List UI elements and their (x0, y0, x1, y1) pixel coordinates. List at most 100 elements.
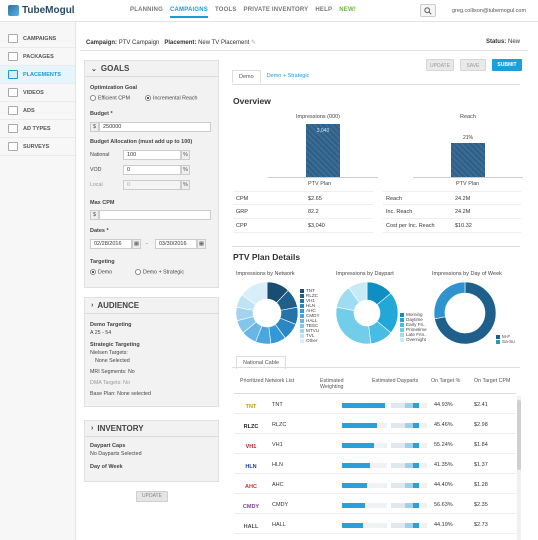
sidebar-item-packages[interactable]: PACKAGES (0, 48, 75, 66)
metric-reach-value: 24.2M (455, 196, 471, 202)
network-logo: VH1 (245, 444, 257, 450)
tab-national-cable[interactable]: National Cable (236, 356, 287, 369)
breadcrumb: Campaign: PTV Campaign Placement: New TV… (86, 39, 256, 46)
legend-label: Late Frin.. (406, 332, 427, 337)
sidebar-item-placements[interactable]: PLACEMENTS (0, 66, 75, 84)
inventory-header[interactable]: › INVENTORY (85, 421, 218, 437)
table-row[interactable]: VH1 VH1 55.24% $1.84 (234, 436, 516, 454)
legend-swatch (300, 323, 304, 328)
column-header[interactable]: Estimated Weighting (320, 378, 344, 390)
sidebar-item-ad-types[interactable]: AD TYPES (0, 120, 75, 138)
tab-demo[interactable]: Demo (232, 70, 261, 83)
tubemogul-logo[interactable]: TubeMogul (8, 5, 75, 16)
save-button[interactable]: SAVE (460, 59, 486, 71)
scrollbar-thumb[interactable] (517, 400, 521, 470)
percent-addon: % (181, 165, 190, 175)
status-badge: New (507, 39, 520, 45)
sidebar-item-videos[interactable]: VIDEOS (0, 84, 75, 102)
top-navigation-bar: TubeMogul PLANNING CAMPAIGNS TOOLS PRIVA… (0, 0, 538, 22)
table-row[interactable]: AHC AHC 44.40% $1.28 (234, 476, 516, 494)
dow-legend: M-F Sa-Su (496, 334, 515, 344)
vod-input[interactable]: 0 (123, 165, 181, 175)
end-date-input[interactable]: 03/30/2016 (155, 239, 197, 249)
nav-help[interactable]: HELP (315, 7, 333, 13)
sidebar-item-label: CAMPAIGNS (23, 35, 57, 42)
impressions-plan-label: PTV Plan (308, 181, 332, 187)
daypart-segment (405, 503, 413, 508)
legend-label: TBSC (306, 323, 319, 328)
goal-efficient-cpm[interactable]: Efficient CPM (90, 95, 130, 101)
column-header[interactable]: Prioritized Network List (240, 378, 295, 384)
donut-slice[interactable] (433, 281, 466, 320)
legend-label: TVL (306, 333, 315, 338)
daypart-segment (391, 463, 405, 468)
sidebar-item-surveys[interactable]: SURVEYS (0, 138, 75, 156)
goal-incremental-reach[interactable]: Incremental Reach (145, 95, 197, 101)
submit-button[interactable]: SUBMIT (492, 59, 522, 71)
audience-header[interactable]: › AUDIENCE (85, 298, 218, 314)
budget-input[interactable]: 250000 (99, 122, 211, 132)
calendar-icon[interactable]: ▦ (132, 239, 141, 249)
donut-slice[interactable] (241, 281, 268, 306)
donut-slice[interactable] (335, 306, 372, 345)
calendar-icon[interactable]: ▦ (197, 239, 206, 249)
column-header[interactable]: Estimated Dayparts (372, 378, 419, 384)
table-row[interactable]: HALL HALL 44.19% $2.73 (234, 516, 516, 534)
targeting-demo[interactable]: Demo (90, 269, 112, 275)
ad-icon (8, 106, 18, 115)
nav-campaigns[interactable]: CAMPAIGNS (169, 7, 208, 18)
table-scrollbar[interactable] (517, 396, 521, 540)
table-row[interactable]: RLZC RLZC 45.46% $2.98 (234, 416, 516, 434)
goals-header[interactable]: ⌄ GOALS (85, 61, 218, 77)
sidebar-item-label: VIDEOS (23, 89, 44, 96)
on-target-cpm: $2.73 (474, 522, 488, 528)
campaign-name[interactable]: PTV Campaign (118, 40, 160, 46)
legend-swatch (496, 339, 500, 344)
sidebar-item-ads[interactable]: ADS (0, 102, 75, 120)
tab-demo-strategic[interactable]: Demo + Strategic (260, 70, 316, 83)
national-input[interactable]: 100 (123, 150, 181, 160)
daypart-segment (405, 523, 413, 528)
legend-label: Overnight (406, 337, 426, 342)
legend-label: Daytime (406, 317, 423, 322)
weighting-bar-track (342, 403, 387, 408)
nav-private-inventory[interactable]: PRIVATE INVENTORY (243, 7, 309, 13)
nav-tools[interactable]: TOOLS (214, 7, 237, 13)
on-target-cpm: $2.98 (474, 422, 488, 428)
daypart-segment (391, 403, 405, 408)
max-cpm-input[interactable] (99, 210, 211, 220)
table-row[interactable]: CMDY CMDY 56.63% $2.35 (234, 496, 516, 514)
update-button[interactable]: UPDATE (136, 491, 168, 502)
strategic-targeting-label: Strategic Targeting (90, 342, 140, 348)
table-row[interactable]: HLN HLN 41.35% $1.37 (234, 456, 516, 474)
network-name: HLN (272, 462, 284, 468)
placement-icon (8, 70, 18, 79)
nav-new[interactable]: NEW! (339, 7, 356, 13)
user-email[interactable]: greg.collison@tubemogul.com (452, 8, 527, 14)
inventory-title: INVENTORY (97, 424, 144, 433)
legend-swatch (496, 334, 500, 339)
column-header[interactable]: On Target CPM (474, 378, 511, 384)
sidebar-item-campaigns[interactable]: CAMPAIGNS (0, 30, 75, 48)
weighting-bar-track (342, 483, 387, 488)
percent-addon: % (181, 180, 190, 190)
metric-row: Cost per Inc. Reach $10.32 (383, 219, 521, 233)
search-button[interactable] (420, 4, 436, 17)
nav-planning[interactable]: PLANNING (130, 7, 163, 13)
update-toolbar-button[interactable]: UPDATE (426, 59, 454, 71)
donut-slice[interactable] (348, 281, 368, 303)
metric-inc-reach-value: 24.2M (455, 209, 471, 215)
radio-selected-icon (90, 269, 96, 275)
targeting-demo-strategic[interactable]: Demo + Strategic (135, 269, 184, 275)
nielsen-value: None Selected (95, 358, 130, 364)
donut-slice[interactable] (434, 281, 497, 345)
column-header[interactable]: On Target % (431, 378, 461, 384)
weighting-bar-track (342, 523, 387, 528)
table-row[interactable]: TNT TNT 44.93% $2.41 (234, 396, 516, 414)
edit-icon[interactable]: ✎ (251, 40, 257, 46)
legend-item: TVL (300, 333, 320, 338)
main-content: UPDATE SAVE SUBMIT Demo Demo + Strategic… (228, 56, 528, 540)
on-target-cpm: $2.35 (474, 502, 488, 508)
on-target-cpm: $1.37 (474, 462, 488, 468)
start-date-input[interactable]: 02/28/2016 (90, 239, 132, 249)
